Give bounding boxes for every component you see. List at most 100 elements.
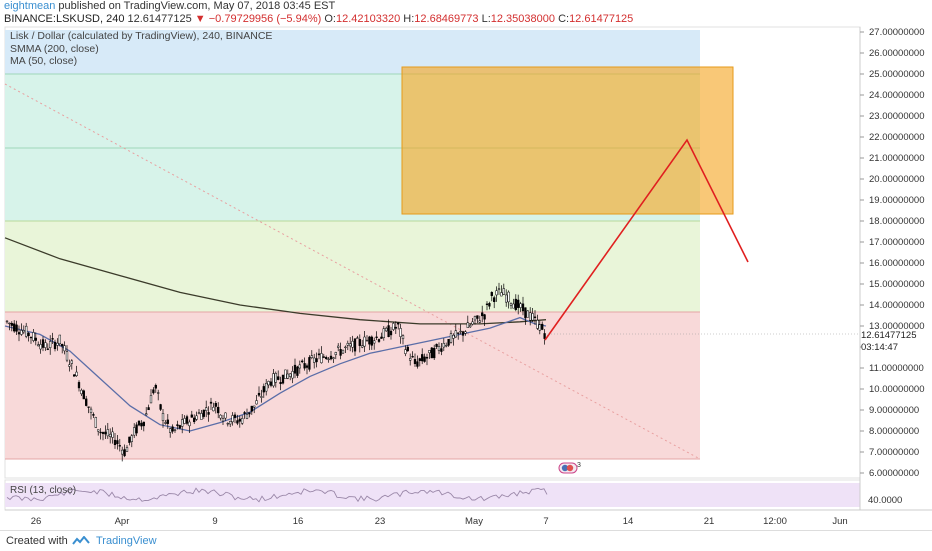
candle-body bbox=[286, 373, 289, 379]
candle-body bbox=[137, 420, 141, 426]
candle-body bbox=[293, 364, 297, 374]
price-tick-label: 19.00000000 bbox=[869, 195, 924, 206]
candle-body bbox=[77, 382, 81, 389]
candle-body bbox=[368, 336, 371, 345]
price-axis[interactable]: 27.00000000 26.00000000 25.00000000 24.0000… bbox=[860, 27, 924, 479]
candle-body bbox=[166, 419, 169, 424]
economic-events-icon[interactable]: 3 bbox=[558, 462, 582, 474]
candle-body bbox=[459, 330, 462, 333]
candle-body bbox=[68, 364, 71, 367]
zone-green bbox=[5, 221, 700, 312]
tradingview-logo-icon bbox=[72, 536, 90, 545]
candle-body bbox=[353, 338, 357, 352]
candle-body bbox=[277, 376, 280, 380]
price-tick-label: 18.00000000 bbox=[869, 216, 924, 227]
symbol-label: BINANCE:LSKUSD, 240 bbox=[4, 13, 125, 25]
candle-body bbox=[385, 327, 388, 332]
candle-body bbox=[495, 290, 498, 296]
candle-body bbox=[149, 395, 153, 404]
candle-body bbox=[154, 384, 157, 389]
candle-body bbox=[365, 339, 369, 342]
legend-smma: SMMA (200, close) bbox=[10, 42, 99, 55]
legend-rsi: RSI (13, close) bbox=[10, 485, 77, 496]
candle-body bbox=[449, 333, 453, 343]
open-label: O: bbox=[324, 13, 336, 25]
candle-body bbox=[75, 371, 78, 377]
candle-body bbox=[296, 366, 299, 376]
candle-body bbox=[305, 365, 309, 368]
candle-body bbox=[442, 343, 445, 348]
publish-info: published on TradingView.com, May 07, 20… bbox=[55, 0, 336, 12]
candle-body bbox=[541, 323, 544, 330]
candle-body bbox=[61, 343, 64, 347]
candle-body bbox=[200, 413, 203, 420]
candle-body bbox=[317, 353, 321, 356]
time-axis[interactable]: 26 Apr 9 16 23 May 7 14 21 12:00 Jun bbox=[31, 516, 848, 527]
candle-body bbox=[161, 413, 165, 421]
candle-body bbox=[147, 407, 150, 411]
candle-body bbox=[25, 325, 28, 337]
rsi-axis-label: 40.0000 bbox=[868, 495, 902, 506]
candle-body bbox=[73, 374, 76, 377]
candle-body bbox=[500, 292, 503, 297]
candle-body bbox=[471, 321, 474, 325]
target-box[interactable] bbox=[401, 66, 734, 215]
candle-body bbox=[243, 412, 246, 414]
trendline[interactable] bbox=[4, 83, 701, 460]
candle-body bbox=[142, 421, 145, 427]
candle-body bbox=[524, 307, 527, 319]
candle-body bbox=[207, 412, 210, 415]
candle-body bbox=[373, 340, 376, 344]
candle-body bbox=[32, 332, 35, 341]
candle-body bbox=[445, 345, 448, 347]
candle-body bbox=[125, 447, 129, 452]
high-value: 12.68469773 bbox=[414, 13, 479, 25]
price-tick-label: 21.00000000 bbox=[869, 153, 924, 164]
candle-body bbox=[13, 323, 16, 332]
candle-body bbox=[27, 332, 30, 337]
candle-body bbox=[399, 328, 402, 337]
price-chart[interactable]: 27.00000000 26.00000000 25.00000000 24.0000… bbox=[0, 0, 932, 530]
candle-body bbox=[231, 415, 234, 423]
candle-body bbox=[392, 323, 395, 330]
countdown-label: 03:14:47 bbox=[861, 342, 898, 353]
candle-body bbox=[236, 420, 239, 424]
candle-body bbox=[176, 424, 179, 426]
price-tick-label: 13.00000000 bbox=[869, 321, 924, 332]
candle-body bbox=[274, 373, 277, 383]
time-tick-label: Jun bbox=[832, 516, 847, 527]
candle-body bbox=[346, 342, 349, 346]
candle-body bbox=[507, 291, 510, 303]
candle-body bbox=[53, 341, 57, 350]
candle-body bbox=[265, 383, 268, 392]
low-label: L: bbox=[481, 13, 491, 25]
candle-body bbox=[219, 414, 222, 419]
candle-body bbox=[361, 345, 364, 348]
open-value: 12.42103320 bbox=[335, 13, 401, 25]
candle-body bbox=[404, 349, 407, 354]
price-tick-label: 24.00000000 bbox=[869, 90, 924, 101]
change-value: −0.79729956 (−5.94%) bbox=[208, 13, 322, 25]
created-with-label: Created with bbox=[6, 535, 68, 547]
projection-path[interactable] bbox=[544, 138, 749, 341]
candle-body bbox=[411, 356, 414, 358]
candle-body bbox=[418, 358, 421, 361]
candle-body bbox=[493, 297, 496, 302]
candle-body bbox=[22, 330, 25, 333]
candle-body bbox=[85, 398, 88, 406]
candle-body bbox=[212, 406, 215, 412]
candle-body bbox=[543, 333, 546, 339]
candle-body bbox=[197, 412, 201, 414]
candle-body bbox=[188, 421, 191, 427]
candle-body bbox=[509, 303, 513, 306]
author-link[interactable]: eightmean bbox=[4, 0, 56, 12]
candle-body bbox=[171, 426, 174, 432]
candle-body bbox=[253, 405, 256, 408]
candle-body bbox=[92, 414, 95, 416]
candle-body bbox=[344, 346, 347, 349]
candle-body bbox=[490, 292, 493, 296]
candle-body bbox=[310, 355, 313, 358]
tradingview-link[interactable]: TradingView bbox=[96, 535, 157, 547]
candle-body bbox=[337, 345, 340, 348]
candle-body bbox=[58, 334, 61, 344]
